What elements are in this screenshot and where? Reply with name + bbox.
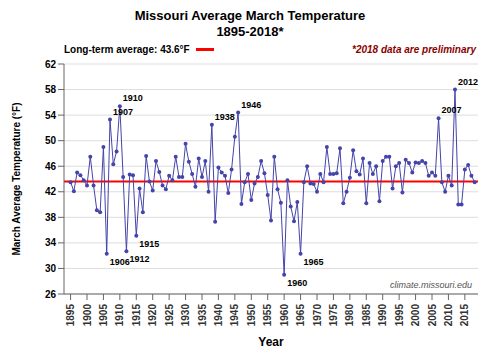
svg-text:1940: 1940 bbox=[213, 304, 224, 327]
svg-text:2005: 2005 bbox=[427, 304, 438, 327]
html-text:Long-term average: 43.6°F: Long-term average: 43.6°F bbox=[64, 43, 190, 55]
svg-text:1925: 1925 bbox=[164, 304, 175, 327]
svg-text:1950: 1950 bbox=[246, 304, 257, 327]
svg-text:1906: 1906 bbox=[110, 257, 130, 267]
svg-text:1905: 1905 bbox=[98, 304, 109, 327]
svg-text:1985: 1985 bbox=[361, 304, 372, 327]
svg-text:1970: 1970 bbox=[312, 304, 323, 327]
svg-text:58: 58 bbox=[45, 84, 57, 95]
svg-text:March Average Temperature (°F): March Average Temperature (°F) bbox=[11, 102, 22, 255]
svg-text:2010: 2010 bbox=[443, 304, 454, 327]
svg-text:Year: Year bbox=[258, 335, 284, 348]
html-text:*2018 data are preliminary: *2018 data are preliminary bbox=[352, 43, 476, 55]
svg-text:1900: 1900 bbox=[82, 304, 93, 327]
svg-text:30: 30 bbox=[45, 263, 57, 274]
svg-text:1910: 1910 bbox=[123, 93, 143, 103]
svg-text:1960: 1960 bbox=[287, 278, 307, 288]
svg-text:2012: 2012 bbox=[458, 77, 478, 87]
svg-text:1990: 1990 bbox=[377, 304, 388, 327]
svg-text:34: 34 bbox=[45, 237, 57, 248]
svg-text:1975: 1975 bbox=[328, 304, 339, 327]
svg-text:1915: 1915 bbox=[131, 304, 142, 327]
svg-text:1907: 1907 bbox=[113, 107, 133, 117]
svg-text:1910: 1910 bbox=[114, 304, 125, 327]
svg-text:1912: 1912 bbox=[129, 254, 149, 264]
svg-text:1938: 1938 bbox=[215, 112, 235, 122]
svg-text:38: 38 bbox=[45, 212, 57, 223]
html-text:1895-2018*: 1895-2018* bbox=[216, 24, 284, 39]
svg-text:1915: 1915 bbox=[139, 239, 159, 249]
svg-text:1945: 1945 bbox=[229, 304, 240, 327]
svg-text:1960: 1960 bbox=[279, 304, 290, 327]
svg-text:1920: 1920 bbox=[147, 304, 158, 327]
svg-text:50: 50 bbox=[45, 135, 57, 146]
html-text:climate.missouri.edu: climate.missouri.edu bbox=[390, 280, 472, 290]
svg-text:1965: 1965 bbox=[295, 304, 306, 327]
svg-text:54: 54 bbox=[45, 110, 57, 121]
svg-text:1955: 1955 bbox=[262, 304, 273, 327]
svg-text:2000: 2000 bbox=[410, 304, 421, 327]
svg-text:42: 42 bbox=[45, 186, 57, 197]
svg-text:1930: 1930 bbox=[180, 304, 191, 327]
svg-text:1980: 1980 bbox=[344, 304, 355, 327]
html-text:Missouri Average March Tempera: Missouri Average March Temperature bbox=[134, 8, 366, 23]
svg-text:1935: 1935 bbox=[197, 304, 208, 327]
svg-text:1946: 1946 bbox=[241, 100, 261, 110]
svg-text:1965: 1965 bbox=[304, 257, 324, 267]
svg-text:62: 62 bbox=[45, 59, 57, 70]
svg-text:26: 26 bbox=[45, 289, 57, 300]
svg-text:46: 46 bbox=[45, 161, 57, 172]
svg-text:1895: 1895 bbox=[65, 304, 76, 327]
svg-text:1995: 1995 bbox=[394, 304, 405, 327]
svg-text:2007: 2007 bbox=[442, 105, 462, 115]
svg-text:2015: 2015 bbox=[459, 304, 470, 327]
